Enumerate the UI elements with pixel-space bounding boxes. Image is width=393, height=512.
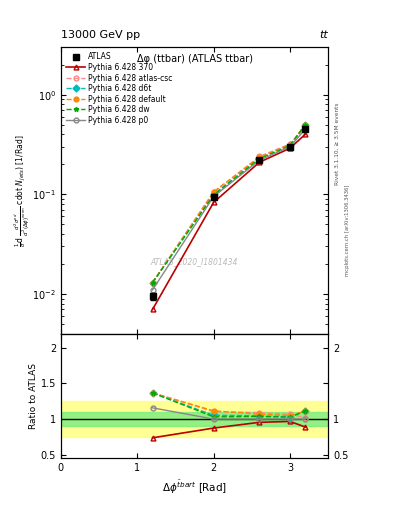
Line: Pythia 6.428 default: Pythia 6.428 default	[150, 122, 308, 285]
Pythia 6.428 dw	[288, 142, 292, 148]
Pythia 6.428 dw	[303, 121, 308, 127]
Pythia 6.428 370	[257, 159, 262, 165]
Text: Rivet 3.1.10, ≥ 3.5M events: Rivet 3.1.10, ≥ 3.5M events	[335, 102, 340, 185]
Text: tt: tt	[320, 30, 328, 40]
Pythia 6.428 atlas-csc	[211, 189, 216, 195]
Y-axis label: Ratio to ATLAS: Ratio to ATLAS	[29, 363, 38, 429]
Text: mcplots.cern.ch [arXiv:1306.3436]: mcplots.cern.ch [arXiv:1306.3436]	[345, 185, 350, 276]
Pythia 6.428 370	[303, 131, 308, 137]
Pythia 6.428 default	[150, 280, 155, 286]
Pythia 6.428 p0	[150, 287, 155, 293]
Pythia 6.428 370	[288, 145, 292, 152]
Text: 13000 GeV pp: 13000 GeV pp	[61, 30, 140, 40]
Pythia 6.428 d6t	[288, 142, 292, 148]
Pythia 6.428 dw	[150, 280, 155, 286]
Line: Pythia 6.428 d6t: Pythia 6.428 d6t	[150, 122, 308, 285]
Pythia 6.428 p0	[288, 144, 292, 150]
Pythia 6.428 p0	[257, 157, 262, 163]
Pythia 6.428 dw	[211, 192, 216, 198]
Pythia 6.428 p0	[303, 126, 308, 132]
Pythia 6.428 default	[257, 154, 262, 160]
Line: Pythia 6.428 370: Pythia 6.428 370	[150, 132, 308, 312]
Bar	[61, 412, 328, 426]
Pythia 6.428 370	[211, 199, 216, 205]
Line: Pythia 6.428 p0: Pythia 6.428 p0	[150, 127, 308, 292]
X-axis label: $\Delta\phi^{\bar{t}bar{t}}$ [Rad]: $\Delta\phi^{\bar{t}bar{t}}$ [Rad]	[162, 479, 227, 496]
Text: ATLAS_2020_I1801434: ATLAS_2020_I1801434	[151, 258, 238, 267]
Line: Pythia 6.428 atlas-csc: Pythia 6.428 atlas-csc	[150, 126, 308, 285]
Pythia 6.428 370	[150, 306, 155, 312]
Pythia 6.428 atlas-csc	[150, 280, 155, 286]
Pythia 6.428 atlas-csc	[257, 154, 262, 160]
Pythia 6.428 default	[303, 121, 308, 127]
Pythia 6.428 default	[211, 189, 216, 195]
Pythia 6.428 p0	[211, 194, 216, 200]
Bar	[61, 401, 328, 437]
Text: Δφ (ttbar) (ATLAS ttbar): Δφ (ttbar) (ATLAS ttbar)	[136, 54, 253, 65]
Pythia 6.428 d6t	[257, 155, 262, 161]
Pythia 6.428 atlas-csc	[303, 125, 308, 132]
Pythia 6.428 d6t	[211, 191, 216, 198]
Legend: ATLAS, Pythia 6.428 370, Pythia 6.428 atlas-csc, Pythia 6.428 d6t, Pythia 6.428 : ATLAS, Pythia 6.428 370, Pythia 6.428 at…	[65, 51, 174, 126]
Pythia 6.428 d6t	[303, 121, 308, 127]
Y-axis label: $\frac{1}{\sigma}$d $\frac{d^2\sigma^{nd}}{d^2(\Delta\phi)^{norm}}$ cdot $N_{jet: $\frac{1}{\sigma}$d $\frac{d^2\sigma^{nd…	[12, 134, 31, 247]
Pythia 6.428 default	[288, 142, 292, 148]
Pythia 6.428 dw	[257, 156, 262, 162]
Line: Pythia 6.428 dw: Pythia 6.428 dw	[150, 122, 308, 285]
Pythia 6.428 atlas-csc	[288, 141, 292, 147]
Pythia 6.428 d6t	[150, 280, 155, 286]
